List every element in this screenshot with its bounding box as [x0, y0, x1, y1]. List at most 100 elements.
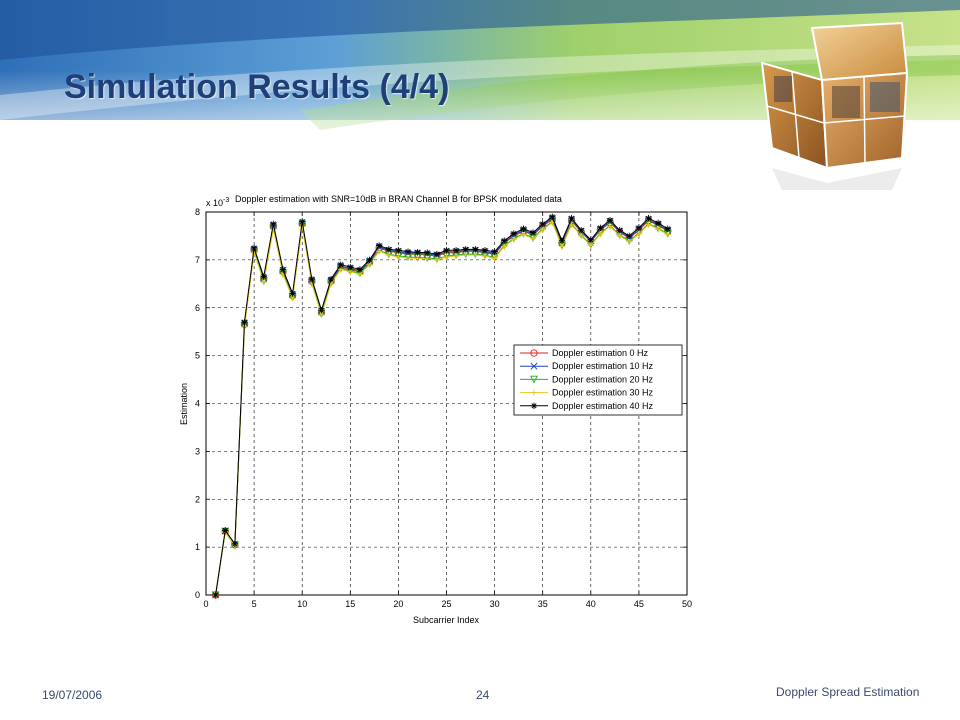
data-point — [635, 230, 643, 238]
data-point — [664, 231, 671, 238]
data-point — [558, 237, 566, 244]
series-3 — [212, 219, 671, 599]
data-point — [626, 238, 633, 245]
legend-marker — [530, 402, 538, 409]
data-point — [597, 230, 604, 238]
x-axis-label: Subcarrier Index — [413, 615, 480, 625]
legend-box — [513, 344, 683, 416]
data-point — [481, 252, 489, 260]
chart-title: Doppler estimation with SNR=10dB in BRAN… — [235, 194, 562, 204]
legend-label: Doppler estimation 30 Hz — [552, 388, 654, 398]
data-point — [645, 221, 652, 228]
footer-date: 19/07/2006 — [42, 688, 103, 702]
data-point — [587, 236, 594, 243]
data-point — [443, 253, 450, 261]
data-point — [452, 247, 460, 254]
legend-marker — [530, 375, 538, 384]
data-point — [645, 215, 652, 222]
data-point — [462, 251, 469, 259]
y-tick-label: 5 — [195, 351, 200, 361]
data-point — [414, 255, 421, 262]
x-tick-label: 0 — [203, 599, 208, 609]
legend-marker — [530, 362, 538, 370]
y-tick-label: 1 — [195, 542, 200, 552]
legend: Doppler estimation 0 Hz Doppler estimatio… — [513, 344, 683, 416]
footer-page-number: 24 — [476, 688, 490, 702]
x-tick-label: 35 — [538, 599, 548, 609]
data-point — [626, 232, 633, 240]
data-point — [366, 256, 373, 264]
data-point — [462, 246, 469, 253]
data-point — [472, 251, 479, 259]
legend-label: Doppler estimation 10 Hz — [552, 361, 654, 371]
data-point — [414, 249, 421, 256]
data-point — [308, 275, 316, 283]
x-tick-label: 20 — [393, 599, 403, 609]
x-tick-label: 45 — [634, 599, 644, 609]
data-point — [270, 220, 277, 228]
data-point — [250, 244, 258, 252]
data-point — [635, 224, 643, 231]
data-point — [337, 261, 344, 268]
data-point — [385, 251, 392, 259]
data-point — [510, 236, 518, 243]
data-point — [404, 254, 412, 262]
data-point — [452, 252, 460, 260]
data-point — [558, 243, 566, 250]
y-multiplier: x 10-3 — [206, 197, 229, 208]
x-tick-label: 5 — [252, 599, 257, 609]
data-point — [654, 226, 662, 233]
y-tick-label: 7 — [195, 255, 200, 265]
cube-logo — [760, 21, 909, 190]
data-point — [385, 246, 392, 253]
series-line — [215, 221, 669, 596]
y-tick-label: 3 — [195, 446, 200, 456]
data-point — [568, 215, 575, 222]
data-point — [375, 248, 383, 255]
data-point — [472, 246, 479, 253]
data-point — [231, 540, 239, 547]
data-point — [212, 591, 219, 599]
x-tick-label: 25 — [441, 599, 451, 609]
data-point — [510, 230, 518, 237]
data-point — [616, 232, 623, 240]
data-point — [501, 243, 508, 250]
data-point — [520, 225, 527, 232]
slide-title: Simulation Results (4/4) — [64, 68, 450, 106]
data-point — [424, 249, 431, 256]
footer-topic: Doppler Spread Estimation — [776, 685, 920, 699]
data-point — [347, 263, 354, 271]
legend-label: Doppler estimation 20 Hz — [552, 374, 654, 384]
data-point — [539, 220, 546, 228]
y-tick-label: 6 — [195, 303, 200, 313]
legend-label: Doppler estimation 40 Hz — [552, 401, 654, 411]
data-point — [501, 237, 508, 244]
data-point — [481, 247, 489, 254]
series-layer — [211, 213, 672, 600]
data-point — [577, 232, 585, 240]
y-tick-label: 2 — [195, 494, 200, 504]
data-point — [568, 221, 575, 229]
data-point — [664, 225, 671, 232]
data-point — [606, 216, 614, 224]
data-point — [424, 255, 431, 263]
data-point — [279, 266, 287, 273]
data-point — [577, 226, 585, 234]
data-point — [318, 306, 325, 314]
data-point — [433, 250, 441, 258]
data-point — [260, 273, 267, 280]
data-point — [606, 223, 614, 230]
x-tick-label: 40 — [586, 599, 596, 609]
data-point — [491, 255, 498, 262]
data-point — [587, 242, 594, 249]
legend-marker — [530, 389, 538, 396]
legend-marker — [530, 349, 538, 357]
data-point — [443, 247, 450, 254]
data-point — [327, 275, 335, 283]
x-tick-label: 50 — [682, 599, 692, 609]
data-point — [299, 218, 306, 225]
data-point — [375, 242, 383, 249]
data-point — [241, 318, 248, 326]
data-point — [616, 226, 623, 234]
x-tick-label: 15 — [345, 599, 355, 609]
